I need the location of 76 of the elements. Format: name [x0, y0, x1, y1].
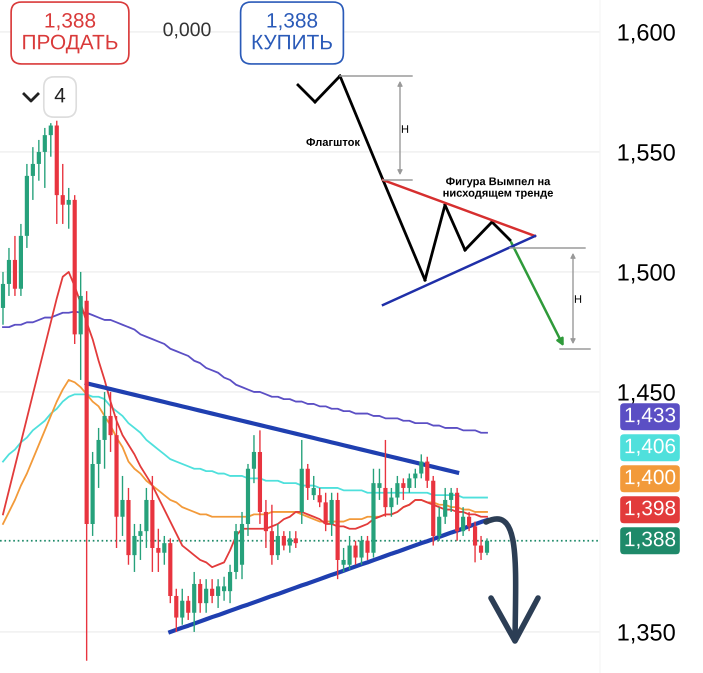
- candlestick: [484, 538, 490, 556]
- y-tick-label: 1,550: [618, 144, 675, 164]
- candlestick: [389, 487, 394, 518]
- candlestick: [42, 127, 47, 189]
- candlestick: [174, 588, 178, 633]
- line-series: [168, 518, 490, 634]
- candlestick: [156, 528, 160, 573]
- y-tick-label: 1,500: [618, 264, 675, 284]
- text: 1,398: [626, 500, 676, 518]
- annotation: Фигура Вымпел на нисходящем тренде: [443, 177, 553, 199]
- candlestick: [60, 163, 65, 225]
- candlestick: [359, 535, 364, 566]
- candlestick: [324, 492, 328, 532]
- candlestick: [102, 391, 107, 470]
- candlestick: [6, 247, 12, 297]
- text: ПРОДАТЬ: [23, 34, 118, 54]
- candlestick: [407, 472, 412, 494]
- annotation: 4: [54, 88, 66, 102]
- candlestick: [472, 520, 478, 564]
- candlestick: [48, 122, 53, 158]
- y-tick-label: 1,350: [618, 624, 675, 644]
- y-tick-label: 1,450: [618, 384, 675, 404]
- text: 1,400: [626, 470, 676, 487]
- candlestick: [425, 456, 430, 489]
- candlestick: [437, 506, 442, 542]
- candlestick: [222, 576, 226, 602]
- candlestick: [180, 588, 184, 626]
- candlestick: [264, 499, 268, 549]
- candlestick: [306, 463, 310, 501]
- candlestick: [377, 468, 382, 501]
- candlestick: [347, 535, 352, 570]
- candlestick: [276, 523, 280, 561]
- candlestick: [353, 540, 358, 566]
- candlestick: [419, 454, 424, 480]
- line-series: [2, 310, 488, 434]
- candlestick: [413, 468, 418, 489]
- y-tick-label: 1,600: [618, 24, 675, 44]
- candlestick: [383, 439, 388, 518]
- text: 1,388: [626, 532, 676, 549]
- annotation: 0,000: [163, 22, 211, 39]
- candlestick: [228, 564, 232, 604]
- annotation: H: [402, 125, 408, 133]
- candlestick: [401, 478, 406, 501]
- candlestick: [36, 139, 41, 182]
- candlestick: [108, 391, 113, 453]
- candlestick: [466, 511, 472, 532]
- candlestick: [204, 578, 208, 614]
- candlestick: [186, 595, 190, 621]
- candlestick: [252, 434, 256, 484]
- candlestick: [216, 578, 220, 609]
- candlestick: [449, 487, 454, 513]
- candlestick: [198, 578, 202, 614]
- text: H: [574, 295, 582, 303]
- candlestick: [312, 475, 316, 501]
- annotation: 1,388: [46, 12, 96, 30]
- candlestick: [318, 487, 322, 508]
- text: 1,433: [626, 408, 676, 425]
- candlestick: [66, 187, 71, 230]
- text: 1,406: [626, 438, 676, 456]
- candlestick: [210, 578, 214, 604]
- candlestick: [30, 146, 35, 201]
- candlestick: [443, 487, 448, 525]
- candlestick: [342, 547, 346, 573]
- candlestick: [138, 523, 143, 561]
- annotation: Флагшток: [306, 138, 360, 146]
- candlestick: [294, 530, 298, 549]
- candlestick: [132, 523, 137, 573]
- annotation: 1,388 КУПИТЬ: [252, 12, 332, 50]
- candlestick: [461, 506, 466, 537]
- candlestick: [288, 530, 292, 554]
- candlestick: [365, 535, 370, 561]
- candlestick: [282, 530, 286, 552]
- candlestick: [395, 475, 400, 506]
- candlestick: [162, 535, 166, 566]
- candlestick: [120, 475, 125, 537]
- candlestick: [478, 535, 484, 561]
